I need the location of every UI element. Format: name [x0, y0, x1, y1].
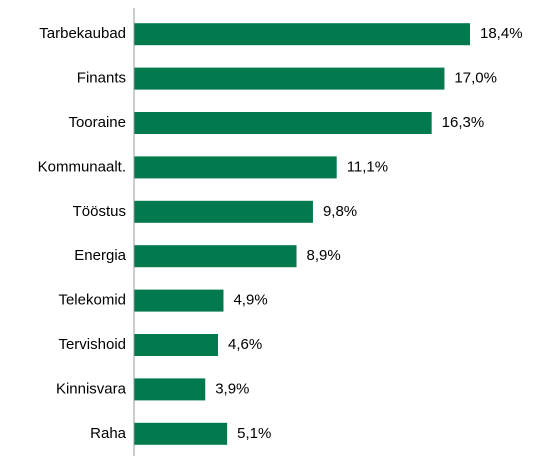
- y-tick-label: Kinnisvara: [56, 380, 127, 397]
- bar: [134, 200, 313, 223]
- value-label: 11,1%: [347, 158, 388, 175]
- value-label: 5,1%: [237, 425, 271, 442]
- y-tick-label: Energia: [74, 247, 126, 264]
- value-label: 3,9%: [215, 380, 249, 397]
- bar: [134, 67, 445, 90]
- value-label: 4,9%: [233, 292, 267, 309]
- bar: [134, 156, 337, 179]
- value-label: 8,9%: [307, 247, 341, 264]
- bar: [134, 422, 228, 445]
- value-label: 9,8%: [323, 203, 357, 220]
- bar: [134, 334, 218, 356]
- y-tick-label: Tööstus: [73, 203, 126, 220]
- y-tick-label: Telekomid: [58, 292, 126, 309]
- bar: [134, 245, 297, 268]
- bar: [134, 112, 432, 134]
- y-tick-label: Kommunaalt.: [38, 158, 126, 175]
- y-tick-label: Finants: [77, 70, 126, 87]
- bar: [134, 23, 470, 46]
- y-tick-label: Tervishoid: [58, 336, 126, 353]
- value-label: 17,0%: [454, 70, 497, 87]
- value-label: 18,4%: [480, 25, 523, 42]
- y-tick-label: Tooraine: [68, 114, 126, 131]
- y-tick-label: Tarbekaubad: [39, 25, 126, 42]
- bar: [134, 378, 206, 401]
- value-label: 16,3%: [442, 114, 485, 131]
- bar: [134, 289, 224, 312]
- y-tick-label: Raha: [90, 425, 127, 442]
- value-label: 4,6%: [228, 336, 262, 353]
